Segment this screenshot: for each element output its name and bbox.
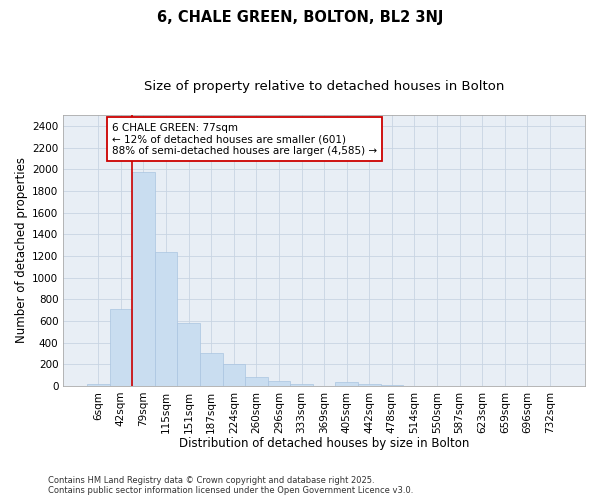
X-axis label: Distribution of detached houses by size in Bolton: Distribution of detached houses by size … bbox=[179, 437, 469, 450]
Bar bbox=[87, 384, 110, 386]
Bar bbox=[268, 381, 290, 386]
Text: 6 CHALE GREEN: 77sqm
← 12% of detached houses are smaller (601)
88% of semi-deta: 6 CHALE GREEN: 77sqm ← 12% of detached h… bbox=[112, 122, 377, 156]
Bar bbox=[290, 384, 313, 386]
Text: Contains HM Land Registry data © Crown copyright and database right 2025.
Contai: Contains HM Land Registry data © Crown c… bbox=[48, 476, 413, 495]
Bar bbox=[245, 376, 268, 386]
Bar bbox=[110, 309, 132, 386]
Y-axis label: Number of detached properties: Number of detached properties bbox=[15, 158, 28, 344]
Bar bbox=[155, 252, 178, 386]
Text: 6, CHALE GREEN, BOLTON, BL2 3NJ: 6, CHALE GREEN, BOLTON, BL2 3NJ bbox=[157, 10, 443, 25]
Bar bbox=[223, 364, 245, 386]
Bar bbox=[335, 382, 358, 386]
Bar bbox=[358, 384, 380, 386]
Title: Size of property relative to detached houses in Bolton: Size of property relative to detached ho… bbox=[144, 80, 505, 93]
Bar bbox=[178, 323, 200, 386]
Bar bbox=[132, 172, 155, 386]
Bar bbox=[200, 353, 223, 386]
